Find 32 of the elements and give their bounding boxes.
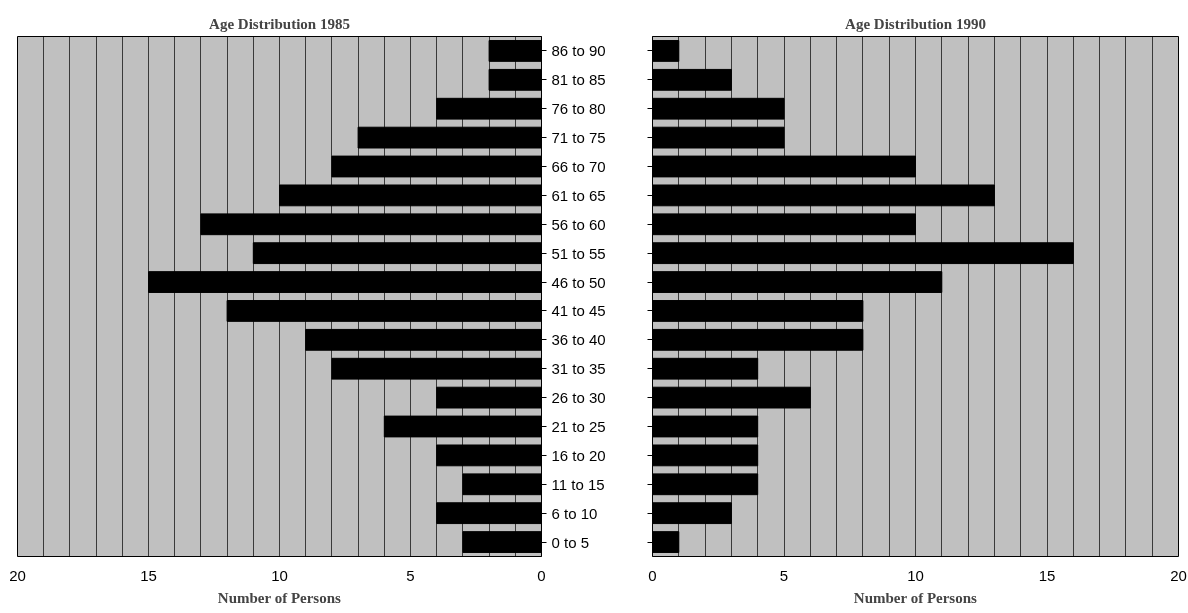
x-tick-label: 5	[779, 566, 789, 584]
y-tick-label: 56 to 60	[551, 215, 606, 233]
y-tick-label: 51 to 55	[551, 244, 606, 262]
y-tick-label: 11 to 15	[551, 475, 605, 493]
x-tick-label: 10	[907, 566, 924, 584]
y-tick-label: 71 to 75	[551, 129, 606, 147]
x-tick-label: 0	[537, 566, 546, 584]
y-tick-label: 21 to 25	[551, 418, 606, 435]
x-tick-label: 20	[1170, 566, 1187, 584]
x-tick-label: 15	[140, 566, 157, 584]
chart-title: Age Distribution 1985	[209, 15, 350, 32]
y-tick-label: 31 to 35	[551, 360, 606, 378]
y-tick-label: 66 to 70	[551, 158, 606, 175]
y-tick-label: 16 to 20	[551, 446, 606, 464]
x-axis-title: Number of Persons	[217, 589, 342, 606]
x-axis-title: Number of Persons	[853, 589, 978, 606]
chart-title: Age Distribution 1990	[845, 15, 986, 32]
y-tick-label: 36 to 40	[551, 331, 606, 349]
y-tick-label: 46 to 50	[551, 273, 606, 291]
y-tick-label: 81 to 85	[551, 71, 606, 89]
x-tick-label: 0	[648, 566, 657, 584]
y-tick-label: 0 to 5	[551, 533, 590, 551]
x-tick-label: 10	[271, 566, 288, 584]
y-tick-label: 6 to 10	[551, 504, 598, 522]
y-tick-label: 26 to 30	[551, 389, 606, 407]
y-tick-label: 86 to 90	[551, 42, 606, 60]
x-tick-label: 5	[406, 566, 415, 584]
y-tick-label: 41 to 45	[551, 302, 606, 320]
x-tick-label: 15	[1038, 566, 1056, 584]
y-tick-label: 76 to 80	[551, 100, 606, 118]
x-tick-label: 20	[9, 566, 26, 584]
y-tick-label: 61 to 65	[551, 186, 606, 204]
